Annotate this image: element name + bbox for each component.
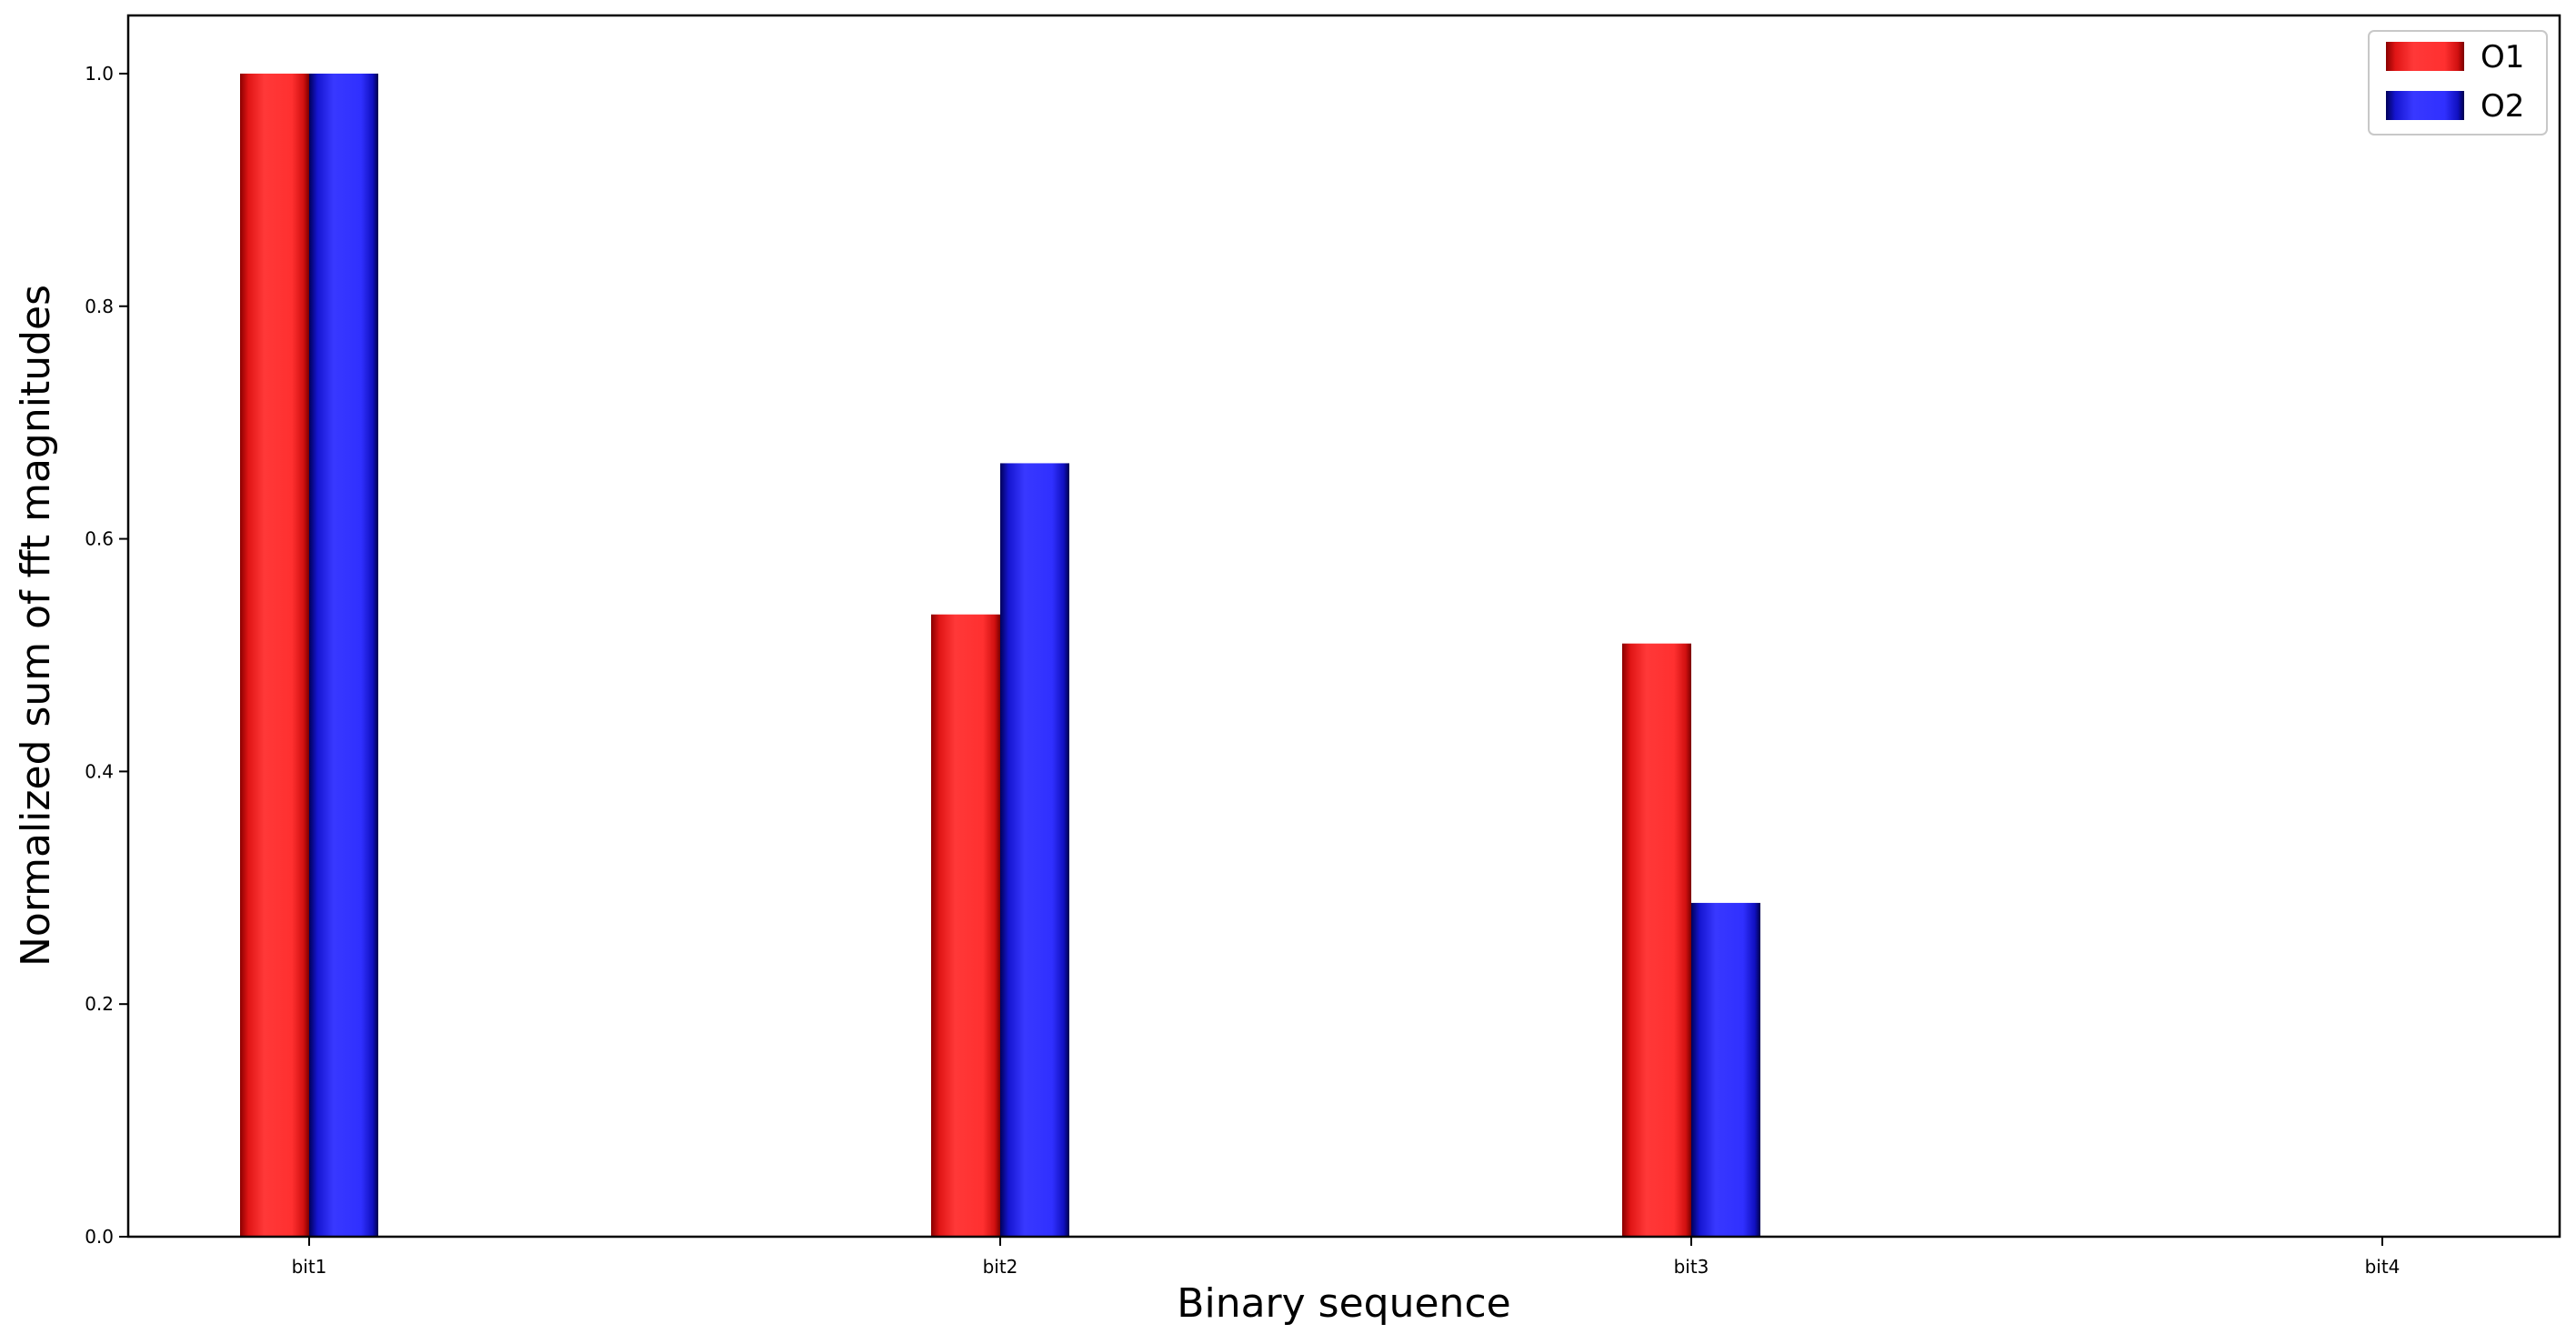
y-axis-ticks: 0.0 0.2 0.4 0.6 0.8 1.0: [85, 63, 128, 1248]
bar-o2-bit1: [309, 73, 378, 1237]
y-tick-label: 0.4: [85, 760, 114, 782]
x-axis-ticks: bit1 bit2 bit3 bit4: [292, 1237, 2401, 1278]
bars-layer: [240, 73, 1760, 1237]
bar-o1-bit1: [240, 73, 309, 1237]
x-tick-label: bit3: [1674, 1256, 1709, 1278]
x-tick-label: bit1: [292, 1256, 327, 1278]
y-tick-label: 0.0: [85, 1226, 114, 1248]
bar-o2-bit2: [1000, 463, 1069, 1237]
bar-o1-bit3: [1622, 643, 1691, 1237]
y-tick-label: 1.0: [85, 63, 114, 85]
x-axis-title: Binary sequence: [1177, 1280, 1510, 1327]
bar-o2-bit3: [1691, 902, 1760, 1237]
legend-label-o1: O1: [2481, 39, 2524, 75]
bar-o1-bit2: [931, 614, 1000, 1237]
x-tick-label: bit2: [983, 1256, 1018, 1278]
legend-swatch-o1: [2386, 42, 2464, 71]
y-tick-label: 0.6: [85, 528, 114, 550]
plot-frame: [126, 14, 2561, 1239]
y-axis-title: Normalized sum of fft magnitudes: [13, 285, 59, 967]
legend-label-o2: O2: [2481, 88, 2524, 125]
y-tick-label: 0.8: [85, 296, 114, 317]
y-tick-label: 0.2: [85, 993, 114, 1015]
legend-swatch-o2: [2386, 91, 2464, 120]
x-tick-label: bit4: [2365, 1256, 2401, 1278]
